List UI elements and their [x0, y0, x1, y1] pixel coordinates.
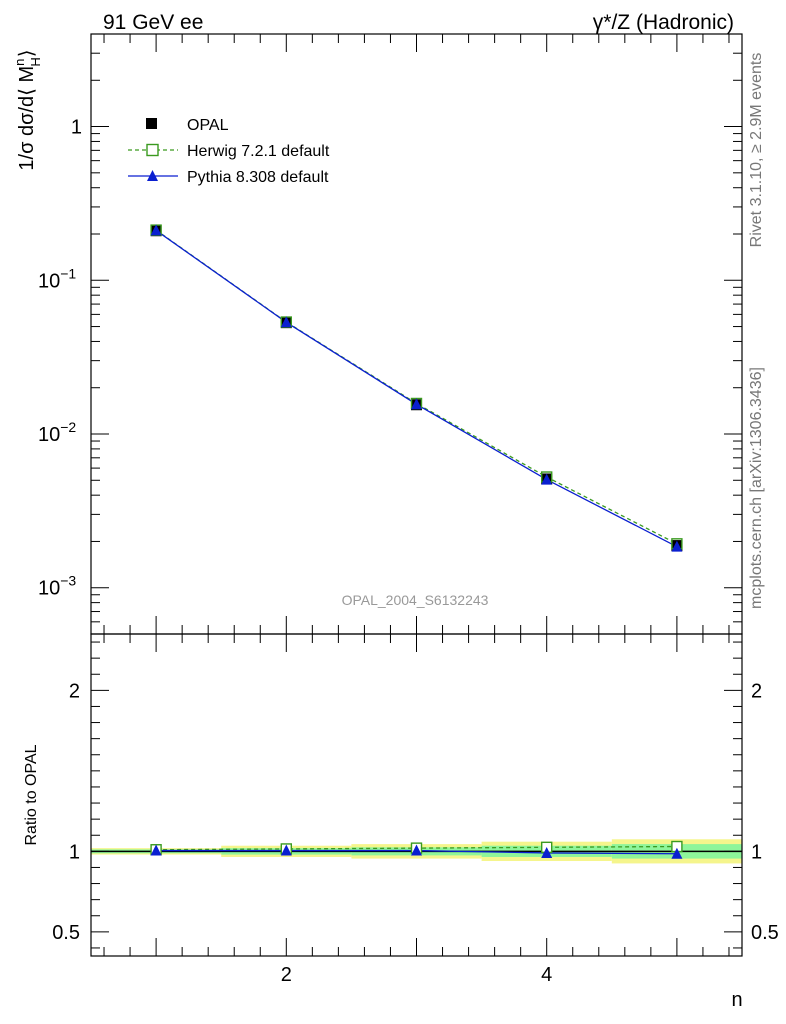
legend: OPAL Herwig 7.2.1 default Pythia 8.308 d… — [128, 117, 330, 186]
main-y-tick-label: 10−3 — [38, 573, 76, 600]
process-label: γ*/Z (Hadronic) — [593, 11, 734, 34]
ratio-y-tick-label-right: 1 — [751, 841, 762, 863]
pythia-ratio-point — [280, 844, 292, 856]
svg-text:OPAL: OPAL — [187, 117, 229, 134]
x-axis-label: n — [731, 989, 742, 1011]
legend-entry-opal: OPAL — [146, 117, 229, 134]
legend-entry-pythia: Pythia 8.308 default — [128, 169, 329, 186]
svg-text:Pythia 8.308 default: Pythia 8.308 default — [187, 169, 329, 186]
ratio-series — [150, 840, 683, 859]
main-y-tick-label: 10−1 — [38, 265, 76, 292]
pythia-line — [155, 229, 678, 548]
pythia-point — [671, 540, 683, 552]
pythia-ratio-point — [411, 844, 422, 856]
herwig-line — [155, 229, 678, 545]
ratio-y-axis: 2 2 1 1 0.5 0.5 — [52, 641, 779, 949]
ratio-y-tick-label: 0.5 — [52, 922, 80, 944]
main-panel: 1 10−1 10−2 10−3 OPAL_2004_S6132243 1/σ dσ/… — [12, 33, 743, 635]
main-y-axis-label: 1/σ dσ/d⟨ MnH⟩ — [12, 49, 43, 170]
pythia-ratio-point — [671, 847, 683, 859]
ratio-y-tick-label-right: 0.5 — [751, 922, 779, 944]
main-x-ticks — [103, 34, 730, 634]
ratio-y-tick-label: 2 — [69, 680, 80, 702]
ratio-y-tick-label: 1 — [69, 841, 80, 863]
pythia-point — [541, 473, 553, 485]
pythia-point — [411, 398, 422, 410]
x-tick-label: 2 — [281, 964, 292, 986]
main-y-axis: 1 10−1 10−2 10−3 — [38, 33, 742, 635]
rivet-label: Rivet 3.1.10, ≥ 2.9M events — [748, 53, 765, 248]
main-series — [150, 224, 683, 552]
pythia-point — [150, 224, 162, 236]
pythia-ratio-point — [150, 844, 162, 856]
ratio-frame — [90, 633, 743, 957]
svg-text:Herwig 7.2.1 default: Herwig 7.2.1 default — [187, 143, 330, 160]
legend-entry-herwig: Herwig 7.2.1 default — [128, 143, 330, 160]
pythia-ratio-point — [541, 846, 553, 858]
x-tick-label: 4 — [541, 964, 552, 986]
analysis-watermark: OPAL_2004_S6132243 — [342, 592, 489, 608]
mcplots-label: mcplots.cern.ch [arXiv:1306.3436] — [748, 367, 765, 609]
main-y-tick-label: 10−2 — [38, 419, 76, 446]
pythia-point — [280, 316, 292, 328]
main-y-tick-label: 1 — [71, 117, 82, 139]
ratio-y-tick-label-right: 2 — [751, 680, 762, 702]
energy-label: 91 GeV ee — [103, 11, 203, 34]
ratio-y-axis-label: Ratio to OPAL — [23, 744, 40, 845]
